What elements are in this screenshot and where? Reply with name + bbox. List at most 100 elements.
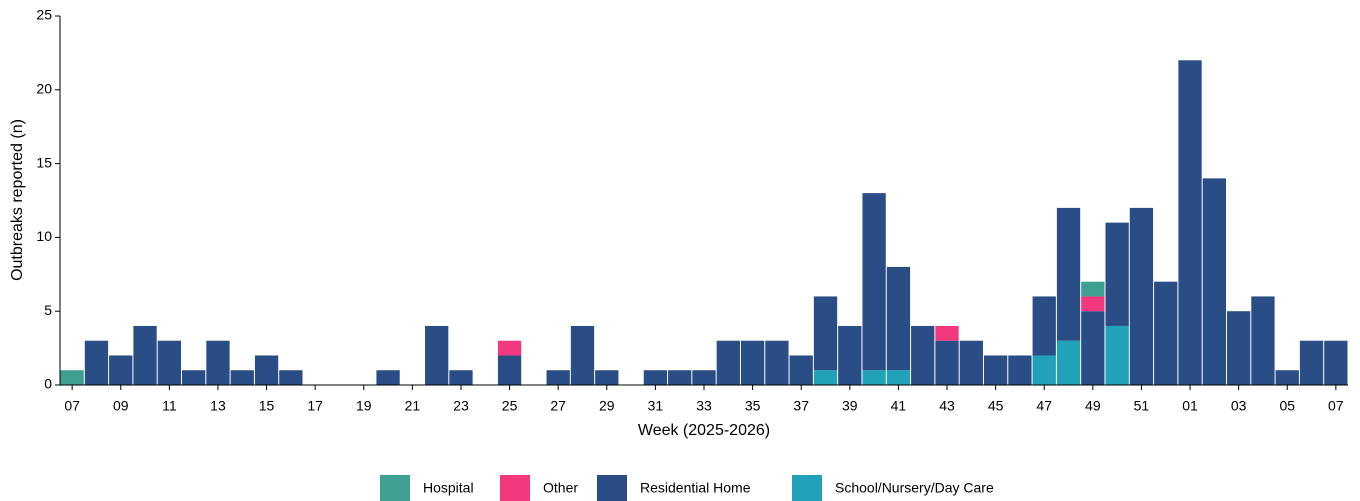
bar-segment — [959, 340, 983, 385]
bar-segment — [546, 370, 570, 385]
bar-segment — [206, 340, 230, 385]
x-tick-label: 19 — [356, 398, 372, 414]
bar-segment — [133, 325, 157, 385]
bar-segment — [157, 340, 182, 385]
bar-segment — [765, 340, 789, 385]
bar-segment — [643, 370, 668, 385]
bar-segment — [1081, 296, 1105, 312]
legend-swatch — [792, 475, 822, 501]
y-tick-label: 25 — [36, 7, 52, 23]
y-tick-label: 10 — [36, 228, 52, 244]
y-tick-label: 15 — [36, 154, 52, 170]
y-tick-label: 0 — [44, 376, 52, 392]
x-tick-label: 43 — [939, 398, 955, 414]
x-tick-label: 13 — [210, 398, 226, 414]
x-tick-label: 21 — [405, 398, 421, 414]
y-tick-label: 20 — [36, 81, 52, 97]
x-tick-label: 49 — [1085, 398, 1101, 414]
legend-label: Hospital — [423, 480, 474, 496]
bar-segment — [935, 325, 959, 341]
x-tick-label: 41 — [891, 398, 907, 414]
x-tick-label: 45 — [988, 398, 1004, 414]
legend: Hospital Other Residential Home School/Nurs… — [380, 475, 994, 501]
bar-segment — [886, 370, 911, 385]
bar-segment — [668, 370, 692, 385]
x-tick-label: 37 — [793, 398, 809, 414]
bar-segment — [595, 370, 619, 385]
bar-segment — [230, 370, 254, 385]
legend-swatch — [500, 475, 530, 501]
bar-segment — [254, 355, 279, 385]
bar-segment — [886, 266, 911, 371]
bar-segment — [1056, 340, 1081, 385]
bar-segment — [60, 370, 84, 385]
bar-segment — [983, 355, 1008, 385]
x-tick-label: 39 — [842, 398, 858, 414]
bar-segment — [862, 370, 886, 385]
x-tick-label: 27 — [550, 398, 566, 414]
bar-segment — [1202, 178, 1226, 385]
bar-segment — [1081, 311, 1105, 385]
bar-segment — [1275, 370, 1299, 385]
legend-label: Residential Home — [640, 480, 751, 496]
bar-segment — [1178, 60, 1202, 385]
x-tick-label: 25 — [502, 398, 518, 414]
x-tick-label: 29 — [599, 398, 615, 414]
bar-segment — [813, 296, 838, 371]
y-axis-title: Outbreaks reported (n) — [9, 119, 26, 281]
legend-label: Other — [543, 480, 578, 496]
bar-segment — [497, 355, 522, 385]
legend-swatch — [380, 475, 410, 501]
bar-segment — [1226, 311, 1251, 385]
bar-segment — [1008, 355, 1032, 385]
bar-segment — [1032, 355, 1056, 385]
x-tick-label: 15 — [259, 398, 275, 414]
bar-segment — [813, 370, 838, 385]
bar-segment — [911, 325, 935, 385]
x-tick-label: 23 — [453, 398, 469, 414]
bar-segment — [1154, 281, 1178, 385]
bar-segment — [1105, 325, 1129, 385]
x-tick-label: 07 — [1328, 398, 1344, 414]
legend-swatch — [597, 475, 627, 501]
bar-segment — [716, 340, 740, 385]
x-tick-label: 05 — [1279, 398, 1295, 414]
bar-segment — [935, 340, 959, 385]
y-tick-label: 5 — [44, 302, 52, 318]
x-tick-label: 11 — [162, 398, 177, 414]
bar-segment — [1032, 296, 1056, 356]
bar-segment — [1056, 207, 1081, 341]
bar-segment — [109, 355, 133, 385]
bar-segment — [838, 325, 862, 385]
x-tick-label: 01 — [1182, 398, 1198, 414]
bar-segment — [449, 370, 473, 385]
x-tick-label: 03 — [1231, 398, 1247, 414]
x-tick-label: 35 — [745, 398, 761, 414]
bar-segment — [1105, 222, 1129, 326]
bar-segment — [497, 340, 522, 356]
x-tick-label: 51 — [1134, 398, 1150, 414]
bar-segment — [279, 370, 303, 385]
bar-segment — [789, 355, 813, 385]
x-tick-label: 17 — [307, 398, 323, 414]
bar-segment — [1324, 340, 1348, 385]
bar-segment — [740, 340, 765, 385]
bar-segment — [1081, 281, 1105, 297]
bar-segment — [376, 370, 400, 385]
x-tick-label: 07 — [64, 398, 80, 414]
x-tick-label: 09 — [113, 398, 129, 414]
x-tick-label: 47 — [1036, 398, 1052, 414]
bar-segment — [182, 370, 206, 385]
bar-segment — [1299, 340, 1324, 385]
bar-segment — [1129, 207, 1154, 385]
bar-segment — [692, 370, 716, 385]
x-axis-title: Week (2025-2026) — [638, 422, 770, 439]
bar-segment — [425, 325, 449, 385]
x-tick-label: 33 — [696, 398, 712, 414]
bar-segment — [84, 340, 109, 385]
bar-segment — [1251, 296, 1275, 385]
bar-segment — [862, 193, 886, 371]
x-tick-label: 31 — [648, 398, 664, 414]
